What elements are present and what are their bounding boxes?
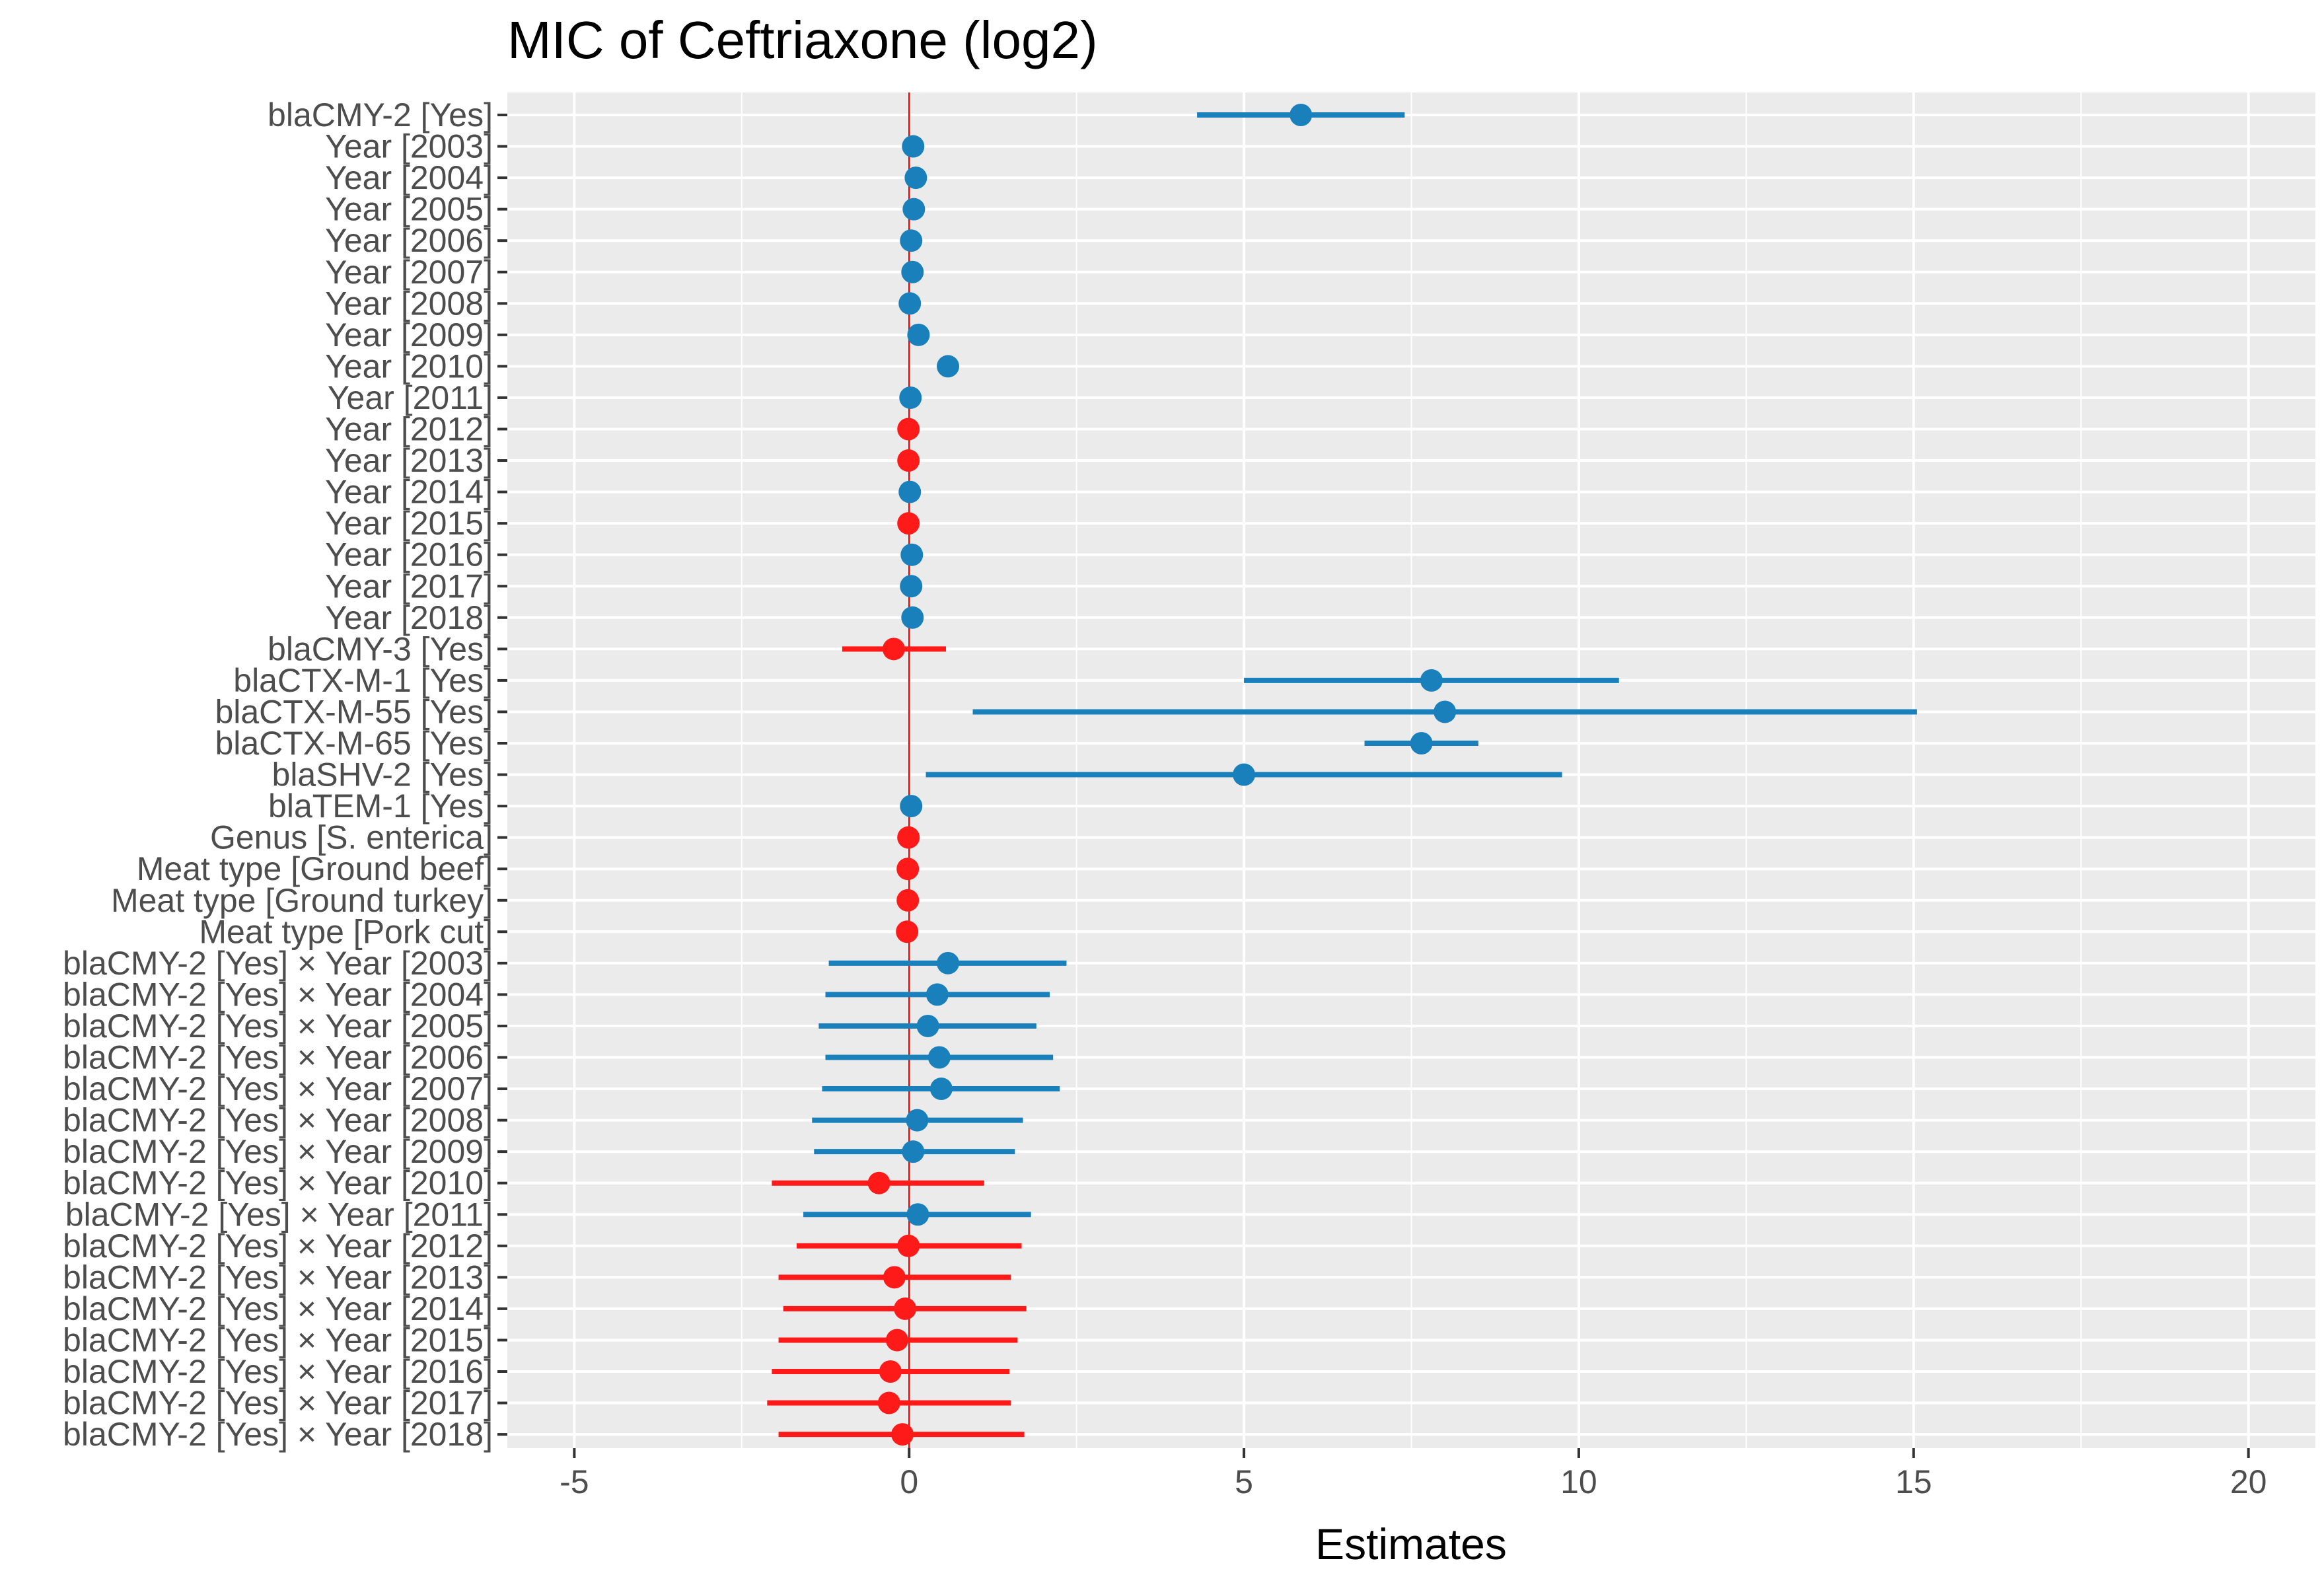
term-label: Year [2004]: [325, 159, 493, 196]
estimate-point: [907, 323, 930, 346]
term-label: blaTEM-1 [Yes]: [268, 788, 493, 825]
estimate-point: [897, 418, 920, 441]
estimate-point: [891, 1423, 914, 1446]
estimate-point: [902, 198, 926, 221]
estimate-point: [900, 575, 923, 598]
term-label: blaCMY-2 [Yes] × Year [2018]: [63, 1416, 493, 1453]
term-label: Year [2009]: [325, 316, 493, 353]
y-axis-labels: blaCMY-2 [Yes]Year [2003]Year [2004]Year…: [63, 96, 507, 1453]
estimate-point: [867, 1171, 890, 1194]
term-label: blaCMY-2 [Yes] × Year [2010]: [63, 1165, 493, 1202]
term-label: blaCMY-2 [Yes] × Year [2017]: [63, 1385, 493, 1422]
estimate-point: [906, 1109, 929, 1132]
term-label: blaCMY-2 [Yes]: [268, 96, 493, 133]
term-label: Year [2007]: [325, 254, 493, 291]
term-label: blaCMY-2 [Yes] × Year [2014]: [63, 1290, 493, 1327]
estimate-point: [897, 1234, 920, 1257]
estimate-point: [901, 606, 924, 629]
x-tick-label: 10: [1560, 1463, 1597, 1500]
term-label: Year [2006]: [325, 222, 493, 259]
estimate-point: [897, 512, 920, 535]
x-tick-label: 5: [1235, 1463, 1253, 1500]
estimate-point: [879, 1360, 902, 1383]
term-label: Year [2018]: [325, 599, 493, 636]
term-label: blaCMY-3 [Yes]: [268, 630, 493, 667]
estimate-point: [929, 1078, 953, 1101]
term-label: Year [2013]: [325, 442, 493, 479]
estimate-marks: [767, 104, 1917, 1446]
estimate-point: [927, 1046, 951, 1069]
estimate-point: [926, 983, 949, 1006]
term-label: blaCMY-2 [Yes] × Year [2003]: [63, 945, 493, 982]
term-label: blaCTX-M-55 [Yes]: [215, 693, 493, 730]
x-tick-label: 0: [900, 1463, 918, 1500]
estimate-point: [900, 795, 923, 818]
estimate-point: [1233, 763, 1256, 786]
term-label: Year [2003]: [325, 128, 493, 165]
estimate-point: [1420, 669, 1443, 692]
estimate-point: [898, 292, 922, 315]
estimate-point: [897, 449, 920, 472]
term-label: Meat type [Ground turkey]: [111, 882, 493, 919]
estimate-point: [896, 858, 920, 881]
estimate-point: [937, 355, 960, 378]
x-tick-label: 20: [2230, 1463, 2267, 1500]
estimate-point: [904, 166, 927, 190]
estimate-point: [900, 543, 924, 566]
chart-title: MIC of Ceftriaxone (log2): [507, 11, 1098, 69]
estimate-point: [897, 826, 920, 849]
term-label: blaCMY-2 [Yes] × Year [2009]: [63, 1133, 493, 1170]
term-label: blaCMY-2 [Yes] × Year [2012]: [63, 1228, 493, 1265]
estimate-point: [894, 1297, 917, 1320]
x-tick-label: 15: [1895, 1463, 1932, 1500]
term-label: Year [2012]: [325, 411, 493, 448]
estimate-point: [937, 951, 960, 974]
estimate-point: [885, 1329, 908, 1352]
term-label: Genus [S. enterica]: [210, 819, 493, 856]
term-label: blaCMY-2 [Yes] × Year [2011]: [65, 1196, 493, 1233]
term-label: Year [2008]: [325, 285, 493, 322]
estimate-point: [877, 1391, 900, 1414]
x-tick-label: -5: [560, 1463, 589, 1500]
term-label: Year [2014]: [325, 474, 493, 511]
estimate-point: [902, 1140, 925, 1163]
estimate-point: [916, 1014, 939, 1037]
term-label: blaCTX-M-65 [Yes]: [215, 725, 493, 762]
term-label: Meat type [Pork cut]: [199, 913, 493, 950]
term-label: blaCMY-2 [Yes] × Year [2005]: [63, 1008, 493, 1045]
term-label: Year [2017]: [325, 568, 493, 605]
term-label: Year [2010]: [325, 348, 493, 385]
estimate-point: [1434, 700, 1457, 723]
term-label: blaCMY-2 [Yes] × Year [2013]: [63, 1259, 493, 1296]
term-label: Year [2005]: [325, 191, 493, 228]
term-label: blaSHV-2 [Yes]: [272, 756, 493, 793]
estimate-point: [906, 1203, 929, 1226]
term-label: blaCMY-2 [Yes] × Year [2016]: [63, 1353, 493, 1390]
estimate-point: [899, 386, 922, 409]
term-label: blaCMY-2 [Yes] × Year [2004]: [63, 976, 493, 1013]
estimate-point: [900, 229, 923, 252]
x-axis: -5 0 5 10 15 20: [560, 1448, 2267, 1500]
term-label: blaCMY-2 [Yes] × Year [2008]: [63, 1102, 493, 1139]
estimate-point: [896, 920, 919, 943]
term-label: Year [2011]: [328, 379, 493, 416]
x-axis-label: Estimates: [1315, 1520, 1507, 1568]
estimate-point: [898, 480, 922, 503]
term-label: Meat type [Ground beef]: [137, 850, 493, 887]
term-label: blaCMY-2 [Yes] × Year [2006]: [63, 1039, 493, 1076]
term-label: blaCMY-2 [Yes] × Year [2015]: [63, 1321, 493, 1358]
estimate-point: [896, 889, 920, 912]
estimate-point: [1289, 104, 1313, 126]
estimate-point: [902, 135, 925, 158]
term-label: blaCMY-2 [Yes] × Year [2007]: [63, 1070, 493, 1107]
estimate-point: [882, 638, 905, 661]
estimate-point: [1410, 732, 1433, 754]
estimate-point: [883, 1266, 906, 1289]
term-label: Year [2015]: [325, 505, 493, 542]
term-label: blaCTX-M-1 [Yes]: [233, 662, 493, 699]
estimate-point: [901, 260, 924, 283]
term-label: Year [2016]: [325, 536, 493, 573]
